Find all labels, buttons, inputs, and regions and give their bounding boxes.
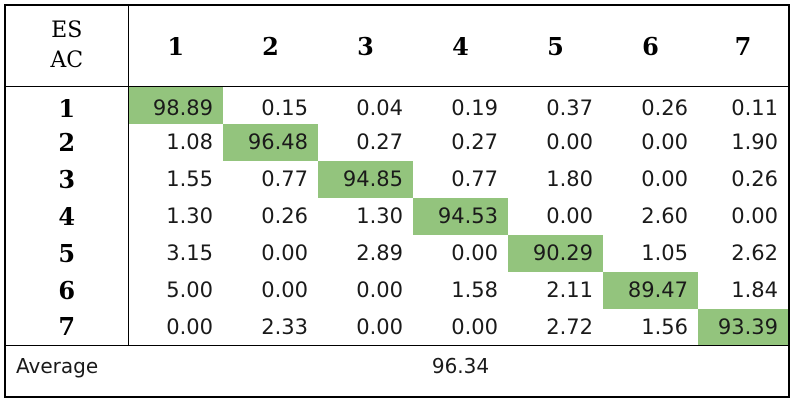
table-row: 4 1.30 0.26 1.30 94.53 0.00 2.60 0.00 bbox=[6, 197, 788, 235]
table-cell: 5.00 bbox=[166, 278, 213, 302]
column-header: 5 bbox=[508, 6, 603, 87]
diagonal-cell: 94.85 bbox=[318, 160, 413, 198]
table-cell: 2.11 bbox=[546, 278, 593, 302]
diagonal-cell: 96.48 bbox=[223, 123, 318, 161]
diagonal-cell: 98.89 bbox=[128, 86, 223, 124]
diagonal-cell: 93.39 bbox=[698, 308, 788, 346]
table-cell: 0.27 bbox=[451, 130, 498, 154]
row-header: 4 bbox=[6, 197, 129, 235]
table-row: 5 3.15 0.00 2.89 0.00 90.29 1.05 2.62 bbox=[6, 234, 788, 272]
column-header: 1 bbox=[128, 6, 223, 87]
table-cell: 0.00 bbox=[261, 278, 308, 302]
row-header: 6 bbox=[6, 271, 129, 309]
table-cell: 0.11 bbox=[731, 96, 778, 121]
table-cell: 0.00 bbox=[261, 241, 308, 265]
table-cell: 1.30 bbox=[166, 204, 213, 228]
table-cell: 0.00 bbox=[356, 314, 403, 339]
column-header: 2 bbox=[223, 6, 318, 87]
row-header: 7 bbox=[6, 308, 129, 346]
table-cell: 1.80 bbox=[546, 167, 593, 191]
row-header: 3 bbox=[6, 160, 129, 198]
table-cell: 1.90 bbox=[731, 130, 778, 154]
table-cell: 2.89 bbox=[356, 241, 403, 265]
table-cell: 0.00 bbox=[641, 167, 688, 191]
row-header: 2 bbox=[6, 123, 129, 161]
corner-cell: ES AC bbox=[6, 6, 129, 87]
table-cell: 0.19 bbox=[451, 96, 498, 121]
table-cell: 0.04 bbox=[356, 96, 403, 121]
table-cell: 1.08 bbox=[166, 130, 213, 154]
diagonal-cell: 89.47 bbox=[603, 271, 698, 309]
table-cell: 0.00 bbox=[166, 314, 213, 339]
table-row: 2 1.08 96.48 0.27 0.27 0.00 0.00 1.90 bbox=[6, 123, 788, 161]
diagonal-cell: 90.29 bbox=[508, 234, 603, 272]
table-row: 1 98.89 0.15 0.04 0.19 0.37 0.26 0.11 bbox=[6, 86, 788, 124]
table-cell: 0.00 bbox=[451, 241, 498, 265]
table-row: 6 5.00 0.00 0.00 1.58 2.11 89.47 1.84 bbox=[6, 271, 788, 309]
table-cell: 1.55 bbox=[166, 167, 213, 191]
average-spacer bbox=[508, 345, 788, 386]
table-cell: 0.77 bbox=[261, 167, 308, 191]
table-cell: 0.00 bbox=[641, 130, 688, 154]
table-cell: 0.00 bbox=[546, 130, 593, 154]
table-cell: 0.37 bbox=[546, 96, 593, 121]
table-cell: 2.33 bbox=[261, 314, 308, 339]
average-row: Average 96.34 bbox=[6, 345, 788, 386]
table-row: 7 0.00 2.33 0.00 0.00 2.72 1.56 93.39 bbox=[6, 308, 788, 346]
column-header: 6 bbox=[603, 6, 698, 87]
table-cell: 0.77 bbox=[451, 167, 498, 191]
table-cell: 1.56 bbox=[641, 314, 688, 339]
table-cell: 0.26 bbox=[261, 204, 308, 228]
average-label: Average bbox=[6, 345, 413, 386]
table-cell: 0.27 bbox=[356, 130, 403, 154]
column-header: 7 bbox=[698, 6, 788, 87]
corner-bottom-label: AC bbox=[50, 48, 84, 73]
table-cell: 3.15 bbox=[166, 241, 213, 265]
table-cell: 0.00 bbox=[731, 204, 778, 228]
table-cell: 0.26 bbox=[641, 96, 688, 121]
table-cell: 2.62 bbox=[731, 241, 778, 265]
table-cell: 0.26 bbox=[731, 167, 778, 191]
row-header: 1 bbox=[6, 86, 129, 124]
row-header: 5 bbox=[6, 234, 129, 272]
average-value: 96.34 bbox=[413, 345, 508, 386]
header-row: ES AC 1 2 3 4 5 6 7 bbox=[6, 6, 788, 87]
table-cell: 0.00 bbox=[356, 278, 403, 302]
table-cell: 0.15 bbox=[261, 96, 308, 121]
table-cell: 2.72 bbox=[546, 314, 593, 339]
table-cell: 2.60 bbox=[641, 204, 688, 228]
table-cell: 1.58 bbox=[451, 278, 498, 302]
table-row: 3 1.55 0.77 94.85 0.77 1.80 0.00 0.26 bbox=[6, 160, 788, 198]
column-header: 3 bbox=[318, 6, 413, 87]
confusion-matrix-frame: ES AC 1 2 3 4 5 6 7 1 98.89 0.15 0.04 0.19 0.… bbox=[4, 4, 790, 398]
table-cell: 1.05 bbox=[641, 241, 688, 265]
corner-top-label: ES bbox=[51, 18, 83, 43]
table-cell: 0.00 bbox=[546, 204, 593, 228]
column-header: 4 bbox=[413, 6, 508, 87]
diagonal-cell: 94.53 bbox=[413, 197, 508, 235]
confusion-matrix-table: ES AC 1 2 3 4 5 6 7 1 98.89 0.15 0.04 0.19 0.… bbox=[6, 6, 788, 386]
table-cell: 0.00 bbox=[451, 314, 498, 339]
table-cell: 1.84 bbox=[731, 278, 778, 302]
table-cell: 1.30 bbox=[356, 204, 403, 228]
